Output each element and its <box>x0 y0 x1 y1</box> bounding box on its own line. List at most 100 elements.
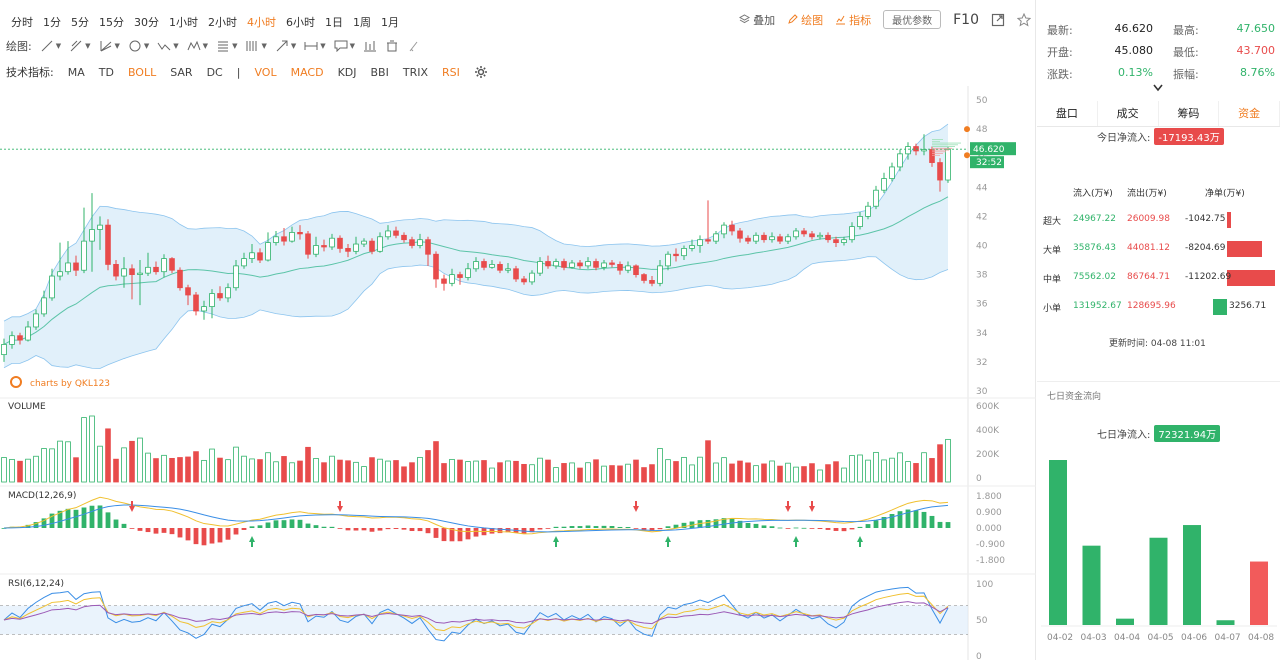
period-tab[interactable]: 30分 <box>134 16 159 29</box>
pencil-icon <box>788 14 798 24</box>
indicator-toggle[interactable]: TRIX <box>402 65 428 79</box>
seven-day-axis-label: 04-05 <box>1148 633 1174 643</box>
macd-dea-line <box>3 504 949 533</box>
overlay-button[interactable]: 叠加 <box>739 12 775 28</box>
macd-histogram-bar <box>801 527 807 529</box>
seven-day-bar <box>1216 620 1235 625</box>
period-tab[interactable]: 分时 <box>11 16 33 29</box>
period-tab[interactable]: 1月 <box>381 16 399 29</box>
volume-bar <box>217 457 223 483</box>
indicator-toggle[interactable]: KDJ <box>337 65 357 79</box>
indicator-toggle[interactable]: SAR <box>170 65 193 79</box>
volume-bar <box>889 457 895 483</box>
fan-tool[interactable]: ▼ <box>99 40 120 52</box>
indicator-toggle[interactable]: VOL <box>254 65 277 79</box>
macd-axis-label: -1.800 <box>976 556 1005 566</box>
volume-axis-label: 400K <box>976 426 1000 436</box>
net-flow-bar <box>1227 270 1275 286</box>
indicator-button[interactable]: 指标 <box>835 12 871 28</box>
indicator-toggle[interactable]: BOLL <box>127 65 157 79</box>
chevron-down-icon[interactable] <box>1153 84 1163 92</box>
volume-bar <box>313 458 319 483</box>
candle-body <box>513 268 519 280</box>
best-params-button[interactable]: 最优参数 <box>883 10 942 29</box>
indicator-toggle[interactable]: BBI <box>370 65 389 79</box>
lock-tool[interactable] <box>407 40 421 52</box>
info-tab[interactable]: 筹码 <box>1159 101 1220 126</box>
delete-tool[interactable] <box>385 40 399 52</box>
period-tab[interactable]: 15分 <box>99 16 124 29</box>
period-tab[interactable]: 1周 <box>353 16 371 29</box>
fullscreen-icon[interactable] <box>991 13 1005 27</box>
fan-icon <box>100 41 111 52</box>
candle-body <box>377 236 383 252</box>
candle-body <box>497 264 503 271</box>
period-tab[interactable]: 4小时 <box>247 16 276 29</box>
price-axis-label: 36 <box>976 300 988 310</box>
change-label: 涨跌: <box>1047 68 1073 81</box>
indicator-toggle[interactable]: DC <box>206 65 223 79</box>
candle-body <box>113 264 119 277</box>
star-icon[interactable] <box>1017 12 1031 27</box>
volume-bar <box>585 462 591 483</box>
flow-net: -8204.69 <box>1185 243 1226 253</box>
measure-tool[interactable]: ▼ <box>304 40 326 52</box>
indicator-toggle[interactable]: TD <box>98 65 114 79</box>
draw-button[interactable]: 绘图 <box>787 12 823 28</box>
shape-tool[interactable]: ▼ <box>128 40 149 52</box>
ray-tool[interactable]: ▼ <box>69 40 91 52</box>
candle-body <box>337 237 343 249</box>
bars-tool[interactable] <box>363 40 377 52</box>
volume-bar <box>353 461 359 483</box>
candle-body <box>609 262 615 265</box>
gear-icon[interactable] <box>474 65 488 79</box>
indicator-toggle[interactable]: MACD <box>290 65 324 79</box>
macd-histogram-bar <box>321 526 327 528</box>
chart-panel: 分时 1分 5分 15分 30分 1小时 2小时 4小时 6小时 1日 1周 1月 叠加 绘图 指标 … <box>0 0 1036 660</box>
period-tab[interactable]: 1分 <box>43 16 61 29</box>
line-tool[interactable]: ▼ <box>40 40 61 52</box>
indicator-toggle[interactable]: MA <box>67 65 85 79</box>
candle-body <box>345 248 351 252</box>
period-tab[interactable]: 6小时 <box>286 16 315 29</box>
pattern-tool[interactable]: ▼ <box>187 40 208 52</box>
candle-body <box>329 237 335 248</box>
candle-body <box>905 146 911 155</box>
arrow-tool[interactable]: ▼ <box>275 40 296 52</box>
candle-body <box>681 248 687 257</box>
sell-arrow-icon <box>129 501 135 512</box>
quote-row-3: 涨跌: 0.13% 振幅: 8.76% <box>1047 66 1277 82</box>
amplitude-label: 振幅: <box>1173 68 1199 81</box>
period-tab[interactable]: 1小时 <box>169 16 198 29</box>
candle-body <box>393 230 399 236</box>
period-tab[interactable]: 5分 <box>71 16 89 29</box>
change-value: 0.13% <box>1118 66 1153 79</box>
divider <box>1037 381 1280 382</box>
candle-body <box>873 189 879 207</box>
info-tab[interactable]: 资金 <box>1219 101 1280 126</box>
flow-type: 中单 <box>1043 275 1062 285</box>
fib-tool[interactable]: ▼ <box>216 40 237 52</box>
candle-body <box>185 287 191 296</box>
macd-histogram-bar <box>185 528 191 541</box>
trash-icon <box>387 40 398 52</box>
volume-bar <box>881 459 887 483</box>
note-tool[interactable]: ▼ <box>334 40 355 52</box>
macd-histogram-bar <box>737 520 743 528</box>
indicator-toggle[interactable]: RSI <box>442 65 460 79</box>
volume-bar <box>169 457 175 483</box>
period-tab[interactable]: 1日 <box>325 16 343 29</box>
info-tab[interactable]: 成交 <box>1098 101 1159 126</box>
gann-tool[interactable]: ▼ <box>245 40 267 52</box>
volume-bar <box>593 459 599 483</box>
alert-marker[interactable] <box>964 152 970 159</box>
f10-button[interactable]: F10 <box>953 11 979 28</box>
candlestick-chart[interactable]: 504846444240383634323046.62032:52charts … <box>0 86 1036 660</box>
seven-day-net-inflow: 七日净流入: 72321.94万 <box>1097 425 1221 442</box>
pattern-icon <box>187 40 201 51</box>
wave-tool[interactable]: ▼ <box>157 40 179 52</box>
info-tab[interactable]: 盘口 <box>1037 101 1098 126</box>
period-tab[interactable]: 2小时 <box>208 16 237 29</box>
candle-body <box>209 293 215 308</box>
alert-marker[interactable] <box>964 126 970 133</box>
